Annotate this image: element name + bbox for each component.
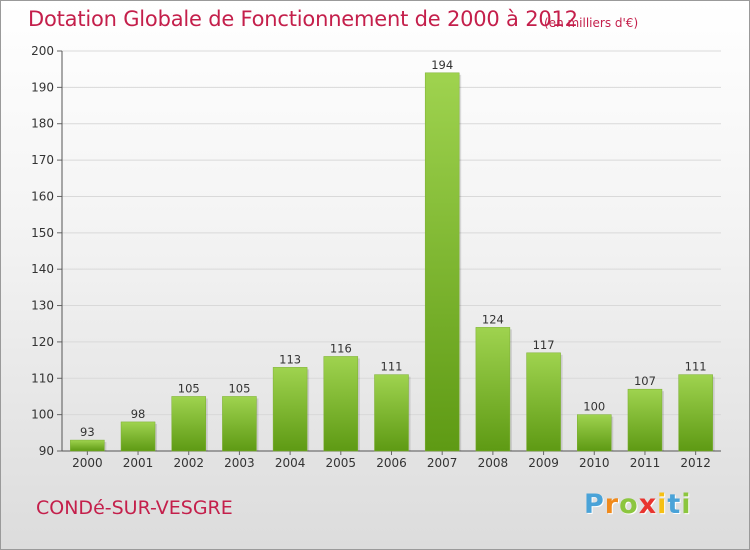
bar bbox=[222, 396, 257, 452]
bar bbox=[374, 374, 409, 452]
logo-letter: i bbox=[657, 489, 668, 520]
bar-value-label: 116 bbox=[330, 341, 352, 355]
labels: 93 2000 98 2001 105 2002 105 2003 113 2004 116 2005… bbox=[72, 58, 711, 470]
x-tick-label: 2010 bbox=[579, 456, 610, 470]
x-tick-label: 2006 bbox=[376, 456, 407, 470]
x-tick-label: 2002 bbox=[173, 456, 204, 470]
x-tick-label: 2003 bbox=[224, 456, 255, 470]
bar-value-label: 105 bbox=[178, 381, 200, 395]
bar-value-label: 100 bbox=[583, 400, 605, 414]
bar bbox=[323, 356, 359, 452]
x-tick-label: 2011 bbox=[630, 456, 661, 470]
bar-value-label: 117 bbox=[533, 338, 555, 352]
logo-letter: t bbox=[667, 489, 682, 520]
logo-letter: i bbox=[681, 489, 692, 520]
x-tick-label: 2008 bbox=[478, 456, 509, 470]
bar-value-label: 107 bbox=[634, 374, 656, 388]
y-tick-label: 160 bbox=[31, 189, 54, 203]
chart-subtitle: (en milliers d'€) bbox=[544, 16, 639, 30]
y-tick-label: 180 bbox=[31, 117, 54, 131]
bar-value-label: 105 bbox=[228, 381, 250, 395]
logo-letter: P bbox=[584, 489, 605, 520]
bar-value-label: 113 bbox=[279, 352, 301, 366]
y-tick-label: 90 bbox=[39, 444, 54, 458]
bar-value-label: 93 bbox=[80, 425, 95, 439]
city-name: CONDé-SUR-VESGRE bbox=[36, 497, 233, 519]
y-tick-label: 110 bbox=[31, 371, 54, 385]
y-tick-label: 170 bbox=[31, 153, 54, 167]
bar-value-label: 111 bbox=[685, 360, 707, 374]
bar bbox=[70, 439, 105, 452]
bars bbox=[70, 72, 715, 452]
y-tick-label: 140 bbox=[31, 262, 54, 276]
bar bbox=[475, 327, 511, 452]
y-tick-label: 100 bbox=[31, 408, 54, 422]
x-tick-label: 2005 bbox=[326, 456, 357, 470]
y-tick-label: 130 bbox=[31, 299, 54, 313]
x-tick-label: 2000 bbox=[72, 456, 103, 470]
y-tick-label: 150 bbox=[31, 226, 54, 240]
bar bbox=[577, 414, 612, 452]
bar bbox=[171, 396, 206, 452]
proxiti-logo: Proxiti bbox=[584, 489, 692, 520]
bar-value-label: 98 bbox=[131, 407, 146, 421]
bar-value-label: 124 bbox=[482, 312, 504, 326]
y-tick-label: 120 bbox=[31, 335, 54, 349]
logo-letter: x bbox=[638, 489, 658, 520]
chart-title: Dotation Globale de Fonctionnement de 20… bbox=[28, 7, 578, 31]
x-tick-label: 2004 bbox=[275, 456, 306, 470]
logo-letter: o bbox=[619, 489, 639, 520]
bar bbox=[120, 421, 156, 452]
x-tick-label: 2009 bbox=[528, 456, 559, 470]
x-tick-label: 2001 bbox=[123, 456, 154, 470]
x-tick-label: 2007 bbox=[427, 456, 458, 470]
bar bbox=[272, 367, 308, 452]
logo-letter: r bbox=[604, 489, 620, 520]
bar bbox=[627, 388, 663, 452]
bar bbox=[424, 72, 460, 452]
y-tick-label: 200 bbox=[31, 44, 54, 58]
bar-value-label: 194 bbox=[431, 58, 453, 72]
bar bbox=[526, 352, 561, 452]
y-tick-label: 190 bbox=[31, 80, 54, 94]
x-tick-label: 2012 bbox=[680, 456, 711, 470]
bar bbox=[678, 374, 713, 452]
bar-value-label: 111 bbox=[381, 360, 403, 374]
